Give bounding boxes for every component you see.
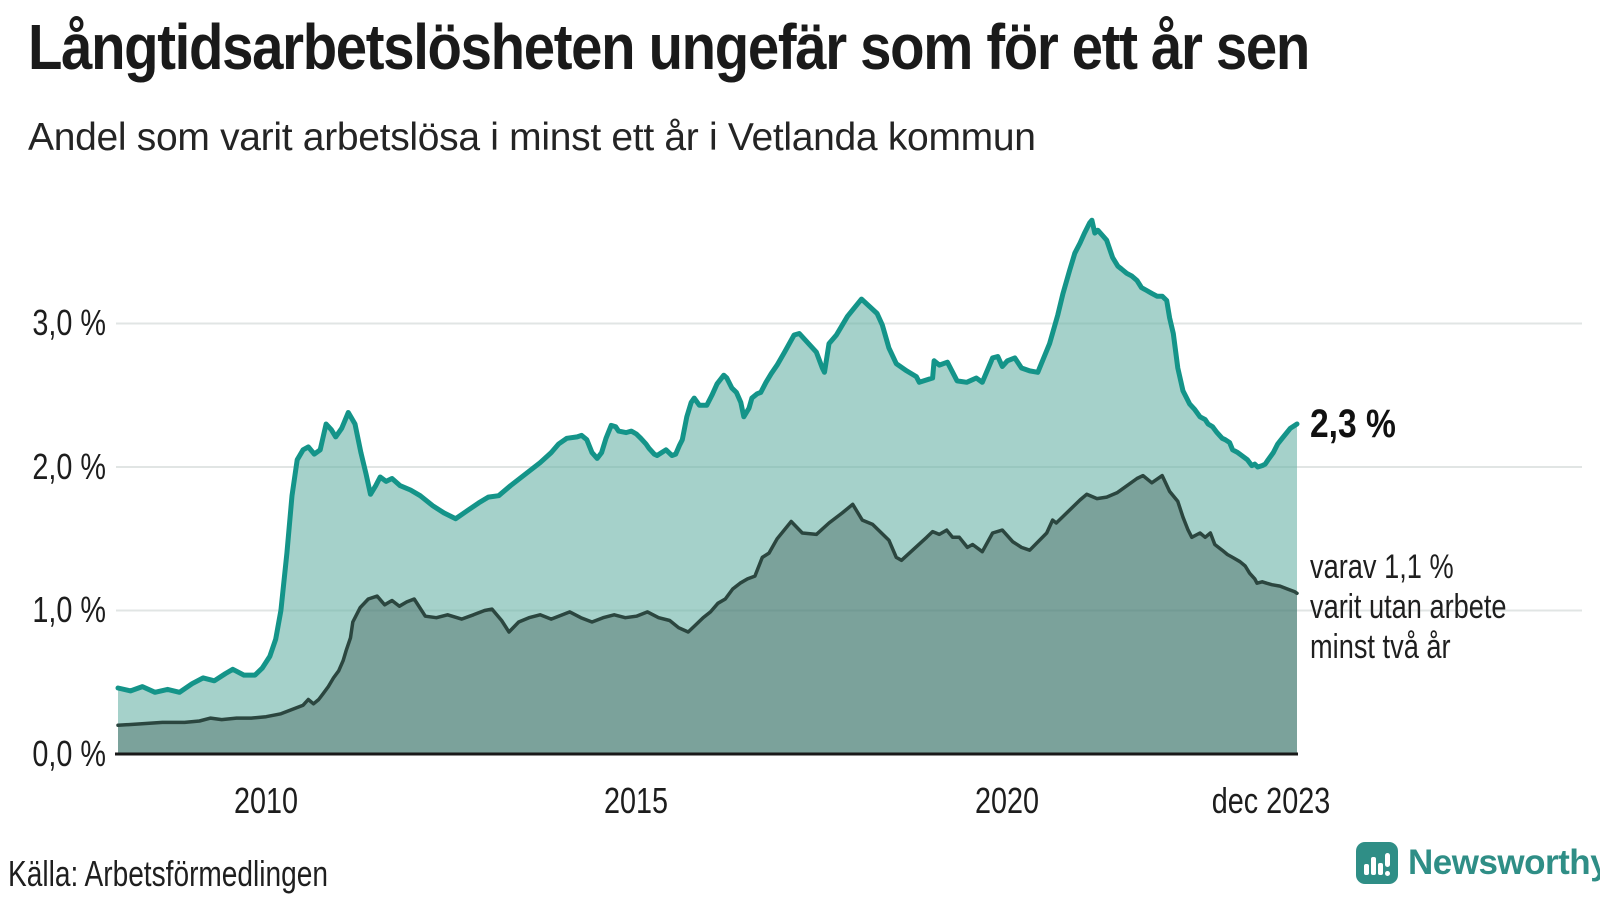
y-axis-label-2-0: 2,0 % <box>32 446 106 487</box>
y-axis-label-0-0: 0,0 % <box>32 733 106 774</box>
total-series-end-value-label: 2,3 % <box>1310 402 1396 446</box>
y-axis-label-1-0: 1,0 % <box>32 589 106 630</box>
source-caption: Källa: Arbetsförmedlingen <box>8 853 328 894</box>
newsworthy-logo: Newsworthy <box>1356 842 1600 884</box>
bar-chart-exclamation-icon <box>1356 842 1398 884</box>
series-fill-0 <box>118 220 1297 754</box>
y-axis-label-3-0: 3,0 % <box>32 302 106 343</box>
series-line-0 <box>115 217 1300 695</box>
series-lines <box>115 217 1300 756</box>
x-axis-label-dec-2023: dec 2023 <box>1211 780 1331 821</box>
x-axis-label-2015: 2015 <box>604 780 669 821</box>
page-title: Långtidsarbetslösheten ungefär som för e… <box>28 11 1310 83</box>
x-axis-label-2020: 2020 <box>974 780 1039 821</box>
two-year-annotation-line-3: minst två år <box>1310 628 1451 666</box>
series-line-1 <box>116 473 1299 728</box>
two-year-annotation-line-1: varav 1,1 % <box>1310 548 1454 586</box>
newsworthy-wordmark: Newsworthy <box>1408 843 1600 882</box>
two-year-series-annotation: varav 1,1 % varit utan arbete minst två … <box>1310 547 1507 667</box>
page-subtitle: Andel som varit arbetslösa i minst ett å… <box>28 116 1036 159</box>
two-year-annotation-line-2: varit utan arbete <box>1310 588 1507 626</box>
x-axis-label-2010: 2010 <box>234 780 299 821</box>
